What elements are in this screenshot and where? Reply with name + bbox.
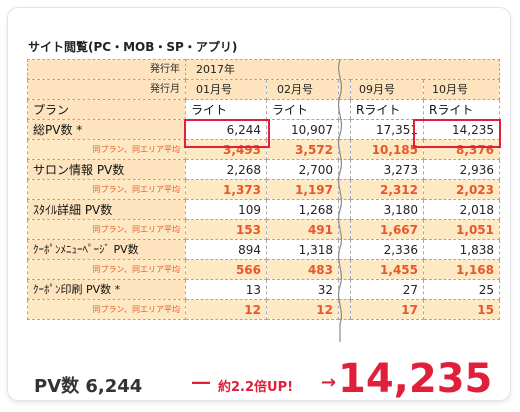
metric-value: 10,907 — [266, 119, 339, 140]
avg-value: 8,376 — [423, 139, 500, 160]
metric-row-coupon-menu-pv: ｸｰﾎﾟﾝﾒﾆｭｰﾍﾟｰｼﾞ PV数 894 1,318 2,336 1,838 — [27, 239, 500, 260]
month-header: 02月号 — [266, 79, 339, 100]
avg-value: 12 — [266, 299, 339, 320]
metric-value: 1,318 — [266, 239, 339, 260]
metric-row-coupon-print-pv: ｸｰﾎﾟﾝ印刷 PV数 * 13 32 27 25 — [27, 279, 500, 300]
metric-value: 109 — [185, 199, 267, 220]
metric-value: 27 — [350, 279, 424, 300]
avg-value: 2,312 — [350, 179, 424, 200]
metric-value: 2,336 — [350, 239, 424, 260]
metric-row-total-pv: 総PV数 * 6,244 10,907 17,351 14,235 — [27, 119, 500, 140]
metric-row-salon-pv: サロン情報 PV数 2,268 2,700 3,273 2,936 — [27, 159, 500, 180]
avg-value: 483 — [266, 259, 339, 280]
metric-value: 6,244 — [185, 119, 267, 140]
month-header: 09月号 — [350, 79, 424, 100]
pv-start-text: PV数 6,244 — [34, 376, 143, 397]
stats-table: 発行年 2017年 発行月 01月号 02月号 09月号 10月号 プラン ライ… — [27, 59, 500, 320]
arrow-right-icon: → — [321, 372, 337, 393]
metric-value: 17,351 — [350, 119, 424, 140]
avg-value: 153 — [185, 219, 267, 240]
avg-value: 15 — [423, 299, 500, 320]
metric-label: ｸｰﾎﾟﾝﾒﾆｭｰﾍﾟｰｼﾞ PV数 — [27, 239, 186, 260]
plan-value: ライト — [185, 99, 267, 120]
avg-value: 1,455 — [350, 259, 424, 280]
metric-value: 2,018 — [423, 199, 500, 220]
metric-value: 2,700 — [266, 159, 339, 180]
metric-value: 13 — [185, 279, 267, 300]
avg-label: 同プラン、同エリア平均 — [27, 259, 186, 280]
avg-label: 同プラン、同エリア平均 — [27, 139, 186, 160]
plan-value: ライト — [266, 99, 339, 120]
avg-row: 同プラン、同エリア平均 566 483 1,455 1,168 — [27, 259, 500, 280]
month-header: 01月号 — [185, 79, 267, 100]
issue-month-label: 発行月 — [27, 79, 186, 100]
avg-row: 同プラン、同エリア平均 12 12 17 15 — [27, 299, 500, 320]
avg-row: 同プラン、同エリア平均 153 491 1,667 1,051 — [27, 219, 500, 240]
metric-label: ｸｰﾎﾟﾝ印刷 PV数 * — [27, 279, 186, 300]
metric-label: サロン情報 PV数 — [27, 159, 186, 180]
metric-label: 総PV数 * — [27, 119, 186, 140]
avg-row: 同プラン、同エリア平均 3,493 3,572 10,185 8,376 — [27, 139, 500, 160]
issue-year-label: 発行年 — [27, 59, 186, 80]
metric-value: 3,180 — [350, 199, 424, 220]
avg-label: 同プラン、同エリア平均 — [27, 299, 186, 320]
header-year-row: 発行年 2017年 — [27, 59, 500, 80]
avg-value: 17 — [350, 299, 424, 320]
avg-value: 3,572 — [266, 139, 339, 160]
result-number: 14,235 — [338, 356, 493, 402]
avg-value: 3,493 — [185, 139, 267, 160]
metric-value: 2,936 — [423, 159, 500, 180]
summary-banner: PV数 6,244 ― 約2.2倍UP! → 14,235 — [34, 356, 504, 408]
metric-value: 1,838 — [423, 239, 500, 260]
page-title: サイト閲覧(PC・MOB・SP・アプリ) — [28, 40, 238, 54]
month-header: 10月号 — [423, 79, 500, 100]
avg-value: 1,373 — [185, 179, 267, 200]
plan-row: プラン ライト ライト Rライト Rライト — [27, 99, 500, 120]
metric-value: 32 — [266, 279, 339, 300]
growth-text: 約2.2倍UP! — [218, 380, 294, 395]
avg-value: 12 — [185, 299, 267, 320]
avg-label: 同プラン、同エリア平均 — [27, 179, 186, 200]
avg-value: 566 — [185, 259, 267, 280]
plan-value: Rライト — [350, 99, 424, 120]
metric-value: 25 — [423, 279, 500, 300]
metric-row-style-pv: ｽﾀｲﾙ詳細 PV数 109 1,268 3,180 2,018 — [27, 199, 500, 220]
header-month-row: 発行月 01月号 02月号 09月号 10月号 — [27, 79, 500, 100]
plan-value: Rライト — [423, 99, 500, 120]
avg-value: 10,185 — [350, 139, 424, 160]
metric-value: 2,268 — [185, 159, 267, 180]
avg-value: 2,023 — [423, 179, 500, 200]
metric-value: 894 — [185, 239, 267, 260]
metric-label: ｽﾀｲﾙ詳細 PV数 — [27, 199, 186, 220]
metric-value: 3,273 — [350, 159, 424, 180]
metric-value: 14,235 — [423, 119, 500, 140]
avg-row: 同プラン、同エリア平均 1,373 1,197 2,312 2,023 — [27, 179, 500, 200]
dash-glyph: ― — [192, 372, 210, 393]
avg-value: 491 — [266, 219, 339, 240]
avg-value: 1,051 — [423, 219, 500, 240]
metric-value: 1,268 — [266, 199, 339, 220]
avg-value: 1,667 — [350, 219, 424, 240]
avg-value: 1,197 — [266, 179, 339, 200]
plan-label: プラン — [27, 99, 186, 120]
issue-year-value: 2017年 — [185, 59, 500, 80]
avg-label: 同プラン、同エリア平均 — [27, 219, 186, 240]
avg-value: 1,168 — [423, 259, 500, 280]
